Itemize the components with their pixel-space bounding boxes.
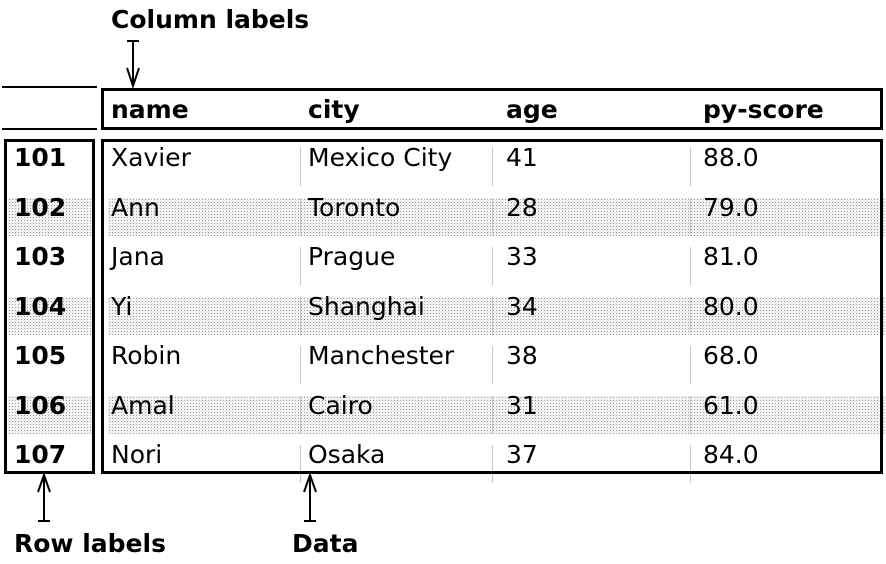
data-arrow [303, 471, 317, 522]
cell-separator [300, 197, 301, 236]
column-header-py-score: py-score [703, 95, 824, 124]
column-header-age: age [506, 95, 558, 124]
cell-py-score: 79.0 [703, 192, 759, 222]
row-label: 102 [14, 192, 67, 222]
cell-age: 31 [506, 390, 538, 420]
cell-separator [690, 395, 691, 434]
cell-name: Nori [111, 440, 163, 469]
row-stripe [108, 296, 886, 335]
cell-age: 41 [506, 143, 538, 172]
row-stripe [108, 395, 886, 434]
cell-city: Prague [308, 242, 396, 271]
cell-separator [300, 445, 301, 483]
cell-separator [492, 247, 493, 285]
cell-separator [690, 247, 691, 285]
row-label: 101 [14, 143, 67, 172]
cell-separator [690, 197, 691, 236]
cell-name: Xavier [111, 143, 191, 172]
cell-separator [690, 346, 691, 384]
row-labels-box [4, 139, 95, 474]
column-header-box [101, 88, 883, 130]
row-labels-callout: Row labels [14, 529, 166, 558]
cell-separator [690, 148, 691, 186]
cell-separator [300, 395, 301, 434]
cell-name: Robin [111, 341, 182, 370]
cell-name: Yi [111, 291, 133, 321]
cell-city: Toronto [308, 192, 401, 222]
cell-age: 37 [506, 440, 538, 469]
column-labels-arrow [126, 40, 140, 90]
cell-separator [492, 296, 493, 335]
cell-name: Ann [111, 192, 160, 222]
cell-separator [492, 197, 493, 236]
cell-separator [492, 346, 493, 384]
cell-separator [300, 148, 301, 186]
cell-city: Osaka [308, 440, 386, 469]
cell-separator [690, 445, 691, 483]
cell-py-score: 88.0 [703, 143, 759, 172]
cell-name: Jana [111, 242, 165, 271]
cell-age: 28 [506, 192, 538, 222]
cell-separator [492, 148, 493, 186]
row-label-stripe [8, 395, 92, 434]
data-callout: Data [292, 529, 359, 558]
cell-age: 33 [506, 242, 538, 271]
cell-age: 38 [506, 341, 538, 370]
cell-py-score: 81.0 [703, 242, 759, 271]
row-label-stripe [8, 197, 92, 236]
cell-city: Mexico City [308, 143, 453, 172]
cell-separator [492, 395, 493, 434]
cell-separator [690, 296, 691, 335]
cell-city: Shanghai [308, 291, 425, 321]
row-label-stripe [8, 296, 92, 335]
cell-py-score: 68.0 [703, 341, 759, 370]
column-header-city: city [308, 95, 360, 124]
index-header-rule [2, 86, 97, 88]
cell-separator [492, 445, 493, 483]
cell-py-score: 80.0 [703, 291, 759, 321]
cell-separator [300, 247, 301, 285]
cell-py-score: 84.0 [703, 440, 759, 469]
cell-separator [300, 346, 301, 384]
cell-age: 34 [506, 291, 538, 321]
row-label: 104 [14, 291, 67, 321]
cell-name: Amal [111, 390, 175, 420]
column-labels-callout: Column labels [111, 5, 310, 34]
row-label: 103 [14, 242, 67, 271]
cell-separator [300, 296, 301, 335]
cell-city: Manchester [308, 341, 455, 370]
cell-city: Cairo [308, 390, 373, 420]
cell-py-score: 61.0 [703, 390, 759, 420]
row-stripe [108, 197, 886, 236]
row-labels-arrow [37, 471, 51, 522]
column-header-name: name [111, 95, 189, 124]
row-label: 106 [14, 390, 67, 420]
row-label: 107 [14, 440, 67, 469]
row-label: 105 [14, 341, 67, 370]
data-box [101, 139, 883, 474]
index-header-bottom-rule [2, 128, 97, 130]
